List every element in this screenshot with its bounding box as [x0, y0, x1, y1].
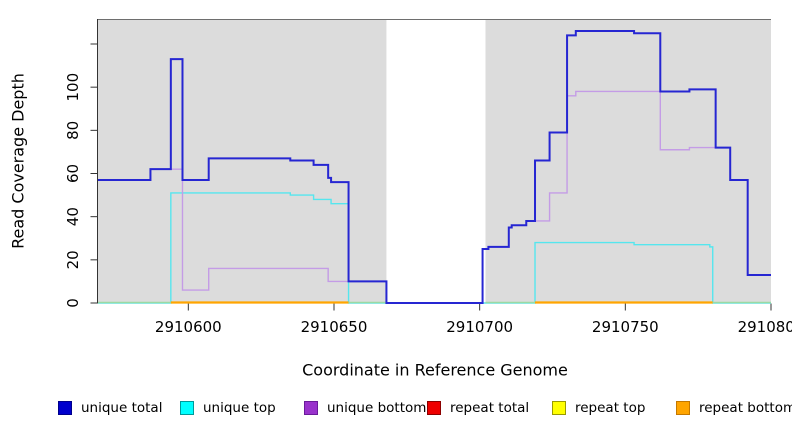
y-tick-label: 100 — [64, 73, 82, 102]
x-tick-label: 2910600 — [155, 318, 222, 336]
x-tick-label: 2910750 — [592, 318, 659, 336]
legend-label-repeat-bottom: repeat bottom — [699, 400, 792, 416]
data-panel-right — [485, 20, 771, 303]
x-tick-label: 2910700 — [446, 318, 513, 336]
legend-label-unique-bottom: unique bottom — [327, 400, 427, 416]
y-tick-label: 0 — [64, 298, 82, 308]
series-unique-total-line — [98, 30, 771, 304]
legend-swatch-repeat-total — [427, 401, 441, 415]
legend: unique total unique top unique bottom repea… — [0, 398, 792, 422]
legend-label-repeat-top: repeat top — [575, 400, 646, 416]
legend-item-unique-top: unique top — [180, 398, 276, 418]
data-panel-left — [98, 20, 387, 303]
y-tick-label: 80 — [64, 121, 82, 140]
legend-item-repeat-bottom: repeat bottom — [676, 398, 792, 418]
x-tick-label: 2910800 — [738, 318, 792, 336]
legend-item-unique-bottom: unique bottom — [304, 398, 426, 418]
legend-label-repeat-total: repeat total — [450, 400, 530, 416]
legend-item-unique-total: unique total — [58, 398, 162, 418]
y-tick-label: 40 — [64, 207, 82, 226]
legend-swatch-unique-top — [180, 401, 194, 415]
x-tick-label: 2910650 — [301, 318, 368, 336]
legend-swatch-unique-total — [58, 401, 72, 415]
y-axis-title: Read Coverage Depth — [8, 73, 28, 249]
x-axis-title: Coordinate in Reference Genome — [302, 360, 568, 380]
legend-swatch-unique-bottom — [304, 401, 318, 415]
y-tick-label: 20 — [64, 250, 82, 269]
legend-item-repeat-top: repeat top — [552, 398, 645, 418]
legend-item-repeat-total: repeat total — [427, 398, 529, 418]
legend-swatch-repeat-bottom — [676, 401, 690, 415]
y-tick-label: 60 — [64, 164, 82, 183]
coverage-chart-canvas: 0 20 40 60 80 100 2910600 2910650 2910700 2910750… — [64, 19, 792, 336]
legend-label-unique-total: unique total — [81, 400, 163, 416]
legend-swatch-repeat-top — [552, 401, 566, 415]
legend-label-unique-top: unique top — [203, 400, 276, 416]
